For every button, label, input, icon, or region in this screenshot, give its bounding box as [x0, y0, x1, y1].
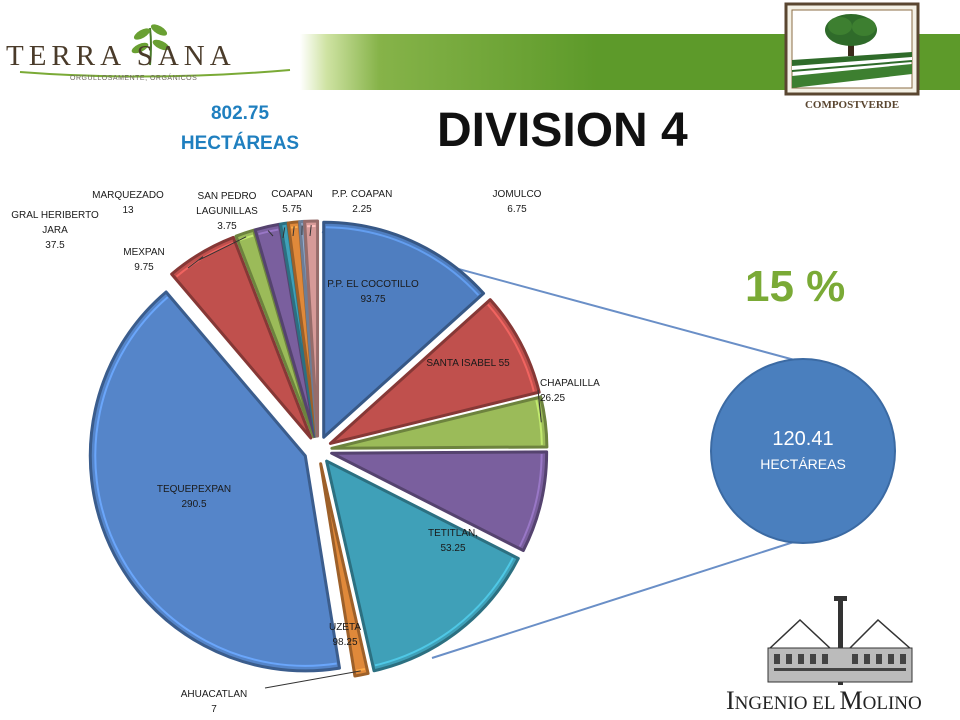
ingenio-factory-logo — [767, 596, 913, 685]
slice-label-ahuacatlan: AHUACATLAN 7 — [181, 689, 248, 715]
field-rows-icon — [792, 52, 912, 88]
slice-name-p-p-coapan: P.P. COAPAN — [332, 189, 393, 200]
slice-label-tetitlan: TETITLAN, 53.25 — [428, 528, 478, 554]
pie-slices — [88, 219, 549, 678]
slice-label-chapalilla: CHAPALILLA 26.25 — [540, 378, 600, 404]
slice-value-ahuacatlan: 7 — [211, 704, 217, 715]
slice-label-santa-isabel: SANTA ISABEL 55 — [426, 358, 510, 369]
slice-name-ahuacatlan: AHUACATLAN — [181, 689, 248, 700]
slice-value-chapalilla: 26.25 — [540, 393, 565, 404]
slice-name-santa-isabel: SANTA ISABEL 55 — [426, 358, 510, 369]
slice-label-p-p-el-cocotillo: P.P. EL COCOTILLO 93.75 — [327, 279, 419, 305]
pie-slice-highlight-tetitlan — [518, 454, 543, 547]
slice-value-san-pedro-lagunillas: 3.75 — [217, 221, 237, 232]
pie-slice-highlight-uzeta — [374, 557, 514, 667]
slice-label-mexpan: MEXPAN 9.75 — [123, 247, 165, 273]
slice-value-p-p-coapan: 2.25 — [352, 204, 372, 215]
pie-slice-chapalilla — [330, 395, 549, 450]
slice-name-gral-heriberto-jara: JARA — [42, 225, 68, 236]
leader-line-coapan — [292, 226, 295, 237]
compostverde-logo — [784, 2, 920, 96]
slice-name-p-p-el-cocotillo: P.P. EL COCOTILLO — [327, 279, 419, 290]
pie-slice-highlight-p-p-el-cocotillo — [325, 226, 480, 296]
terrasana-tagline: ORGULLOSAMENTE, ORGÁNICOS — [70, 75, 198, 82]
pie-slice-p-p-el-cocotillo — [322, 220, 486, 439]
pie-slice-jomulco — [303, 219, 320, 438]
slice-value-tequepexpan: 290.5 — [181, 499, 206, 510]
ingenio-initial-1: I — [726, 686, 735, 715]
total-hectares-unit: HECTÁREAS — [180, 133, 300, 154]
pie-slice-uzeta — [325, 459, 520, 673]
slice-value-tetitlan: 53.25 — [440, 543, 465, 554]
slice-name-jomulco: JOMULCO — [493, 189, 542, 200]
slice-name-san-pedro-lagunillas: LAGUNILLAS — [196, 206, 258, 217]
slice-value-uzeta: 98.25 — [332, 637, 357, 648]
swoosh-icon — [19, 69, 291, 78]
slice-name-gral-heriberto-jara: GRAL HERIBERTO — [11, 210, 99, 221]
slice-label-gral-heriberto-jara: GRAL HERIBERTO JARA 37.5 — [11, 210, 99, 251]
zoom-connector-line-2 — [431, 539, 801, 659]
leader-line-mexpan — [198, 236, 247, 261]
highlight-value: 120.41 — [772, 428, 834, 450]
leader-line-gral-heriberto-jara — [187, 256, 204, 269]
slice-name-uzeta: UZETA — [329, 622, 361, 633]
ingenio-wordmark: INGENIO EL MOLINO — [726, 686, 922, 716]
slice-value-jomulco: 6.75 — [507, 204, 527, 215]
ingenio-part-1: NGENIO EL — [734, 693, 840, 714]
slice-label-marquezado: MARQUEZADO 13 — [92, 190, 164, 216]
label-leader-lines — [187, 225, 542, 689]
leader-line-san-pedro-lagunillas — [282, 227, 286, 239]
sprout-icon — [131, 24, 170, 66]
slice-label-p-p-coapan: P.P. COAPAN 2.25 — [332, 189, 393, 215]
slice-labels: P.P. EL COCOTILLO 93.75 SANTA ISABEL 55 CHA… — [11, 189, 600, 715]
page-title: DIVISION 4 — [437, 104, 688, 157]
slice-value-marquezado: 13 — [122, 205, 134, 216]
compostverde-wordmark: COMPOSTVERDE — [804, 99, 900, 111]
slice-value-gral-heriberto-jara: 37.5 — [45, 240, 65, 251]
terrasana-logo — [19, 24, 291, 78]
pie-slice-highlight-tequepexpan — [94, 296, 337, 667]
pie-slice-highlight-santa-isabel — [487, 303, 535, 392]
tree-icon — [825, 14, 877, 56]
pie-slice-highlight-chapalilla — [535, 399, 543, 445]
highlight-circle — [710, 358, 896, 544]
pie-slice-santa-isabel — [328, 298, 541, 445]
pie-slice-ahuacatlan — [319, 462, 370, 678]
ingenio-part-2: OLINO — [862, 693, 922, 714]
leader-line-chapalilla — [537, 389, 542, 423]
slice-name-tequepexpan: TEQUEPEXPAN — [157, 484, 231, 495]
slice-name-coapan: COAPAN — [271, 189, 313, 200]
slice-value-mexpan: 9.75 — [134, 262, 154, 273]
slice-name-chapalilla: CHAPALILLA — [540, 378, 600, 389]
highlight-unit: HECTÁREAS — [760, 456, 846, 472]
slice-name-mexpan: MEXPAN — [123, 247, 165, 258]
total-hectares-value: 802.75 — [210, 103, 270, 124]
ingenio-initial-2: M — [839, 686, 863, 715]
slice-label-uzeta: UZETA 98.25 — [329, 622, 361, 648]
slice-value-coapan: 5.75 — [282, 204, 302, 215]
pie-slice-tetitlan — [330, 450, 549, 553]
pie-slice-highlight-ahuacatlan — [355, 668, 366, 672]
slice-label-jomulco: JOMULCO 6.75 — [493, 189, 542, 215]
slice-name-marquezado: MARQUEZADO — [92, 190, 164, 201]
slice-label-tequepexpan: TEQUEPEXPAN 290.5 — [157, 484, 231, 510]
leader-line-marquezado — [267, 230, 274, 237]
slice-label-coapan: COAPAN 5.75 — [271, 189, 313, 215]
terrasana-wordmark: TERRA SANA — [6, 40, 236, 72]
pie-slice-tequepexpan — [88, 290, 342, 673]
percentage-label: 15 % — [745, 262, 846, 311]
leader-line-jomulco — [309, 225, 312, 237]
pie-slice-gral-heriberto-jara — [170, 235, 313, 440]
slice-value-p-p-el-cocotillo: 93.75 — [360, 294, 385, 305]
leader-line-ahuacatlan — [264, 670, 361, 689]
slice-label-san-pedro-lagunillas: SAN PEDRO LAGUNILLAS 3.75 — [196, 191, 258, 232]
slice-name-san-pedro-lagunillas: SAN PEDRO — [198, 191, 257, 202]
slice-name-tetitlan: TETITLAN, — [428, 528, 478, 539]
